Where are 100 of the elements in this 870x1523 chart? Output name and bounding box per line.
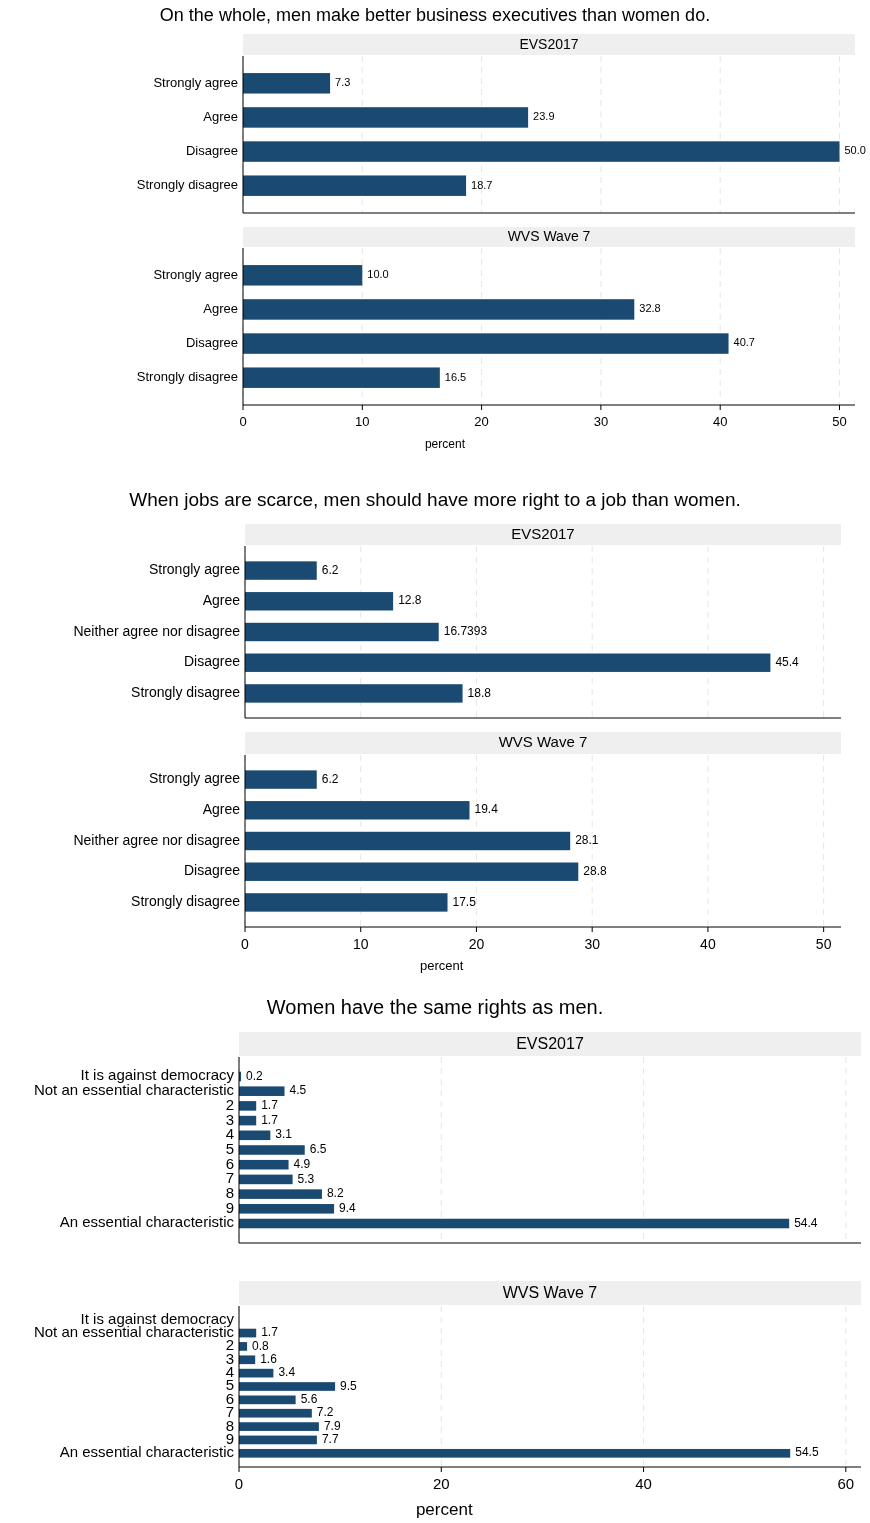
- data-label: 3.1: [275, 1127, 293, 1142]
- data-label: 4.5: [289, 1083, 307, 1098]
- data-label: 1.7: [261, 1325, 279, 1340]
- bar: [239, 1159, 289, 1170]
- bar: [239, 1145, 305, 1155]
- x-axis-title: percent: [419, 958, 464, 974]
- data-label: 3.4: [278, 1365, 296, 1380]
- y-tick-label: An essential characteristic: [59, 1443, 235, 1461]
- data-label: 12.8: [398, 593, 422, 608]
- chart-title: When jobs are scarce, men should have more right to a job than women.: [129, 489, 741, 511]
- bar: [245, 770, 317, 789]
- data-label: 8.2: [326, 1186, 344, 1201]
- bar: [239, 1355, 256, 1365]
- chart-subtitle: EVS2017: [516, 1034, 584, 1052]
- bar: [239, 1189, 322, 1199]
- x-tick-label: 50: [832, 414, 847, 430]
- y-tick-label: Strongly agree: [153, 266, 238, 282]
- bar: [239, 1204, 335, 1214]
- y-tick-label: Agree: [203, 300, 238, 316]
- y-tick-label: Strongly disagree: [131, 684, 241, 701]
- bar: [245, 653, 771, 672]
- bar: [245, 592, 394, 611]
- y-tick-label: Disagree: [183, 653, 241, 670]
- data-label: 0.2: [246, 1068, 264, 1083]
- y-tick-label: Neither agree nor disagree: [73, 831, 241, 848]
- bar: [239, 1408, 312, 1418]
- y-tick-label: Disagree: [185, 143, 238, 158]
- y-tick-label: Strongly disagree: [136, 369, 238, 385]
- data-label: 9.4: [339, 1200, 357, 1215]
- y-tick-label: An essential characteristic: [59, 1213, 235, 1231]
- data-label: 1.7: [261, 1098, 279, 1113]
- x-tick-label: 0: [234, 1474, 244, 1492]
- y-tick-label: 6: [225, 1154, 234, 1172]
- data-label: 10.0: [367, 268, 389, 281]
- data-label: 32.8: [639, 302, 661, 315]
- bar: [243, 175, 467, 196]
- y-tick-label: Agree: [202, 800, 241, 817]
- data-label: 1.7: [261, 1112, 279, 1127]
- bar: [245, 893, 448, 912]
- data-label: 16.7393: [443, 624, 488, 639]
- data-label: 16.5: [444, 370, 467, 383]
- x-tick-label: 40: [700, 935, 716, 952]
- bar: [239, 1395, 296, 1405]
- data-label: 28.1: [575, 833, 599, 848]
- bar: [239, 1174, 293, 1185]
- y-tick-label: Strongly disagree: [136, 177, 238, 193]
- y-tick-label: Neither agree nor disagree: [73, 622, 241, 639]
- bar: [239, 1448, 791, 1458]
- x-tick-label: 40: [712, 414, 728, 430]
- data-label: 4.9: [293, 1156, 311, 1171]
- chart-subtitle: WVS Wave 7: [502, 1283, 598, 1301]
- y-tick-label: Agree: [202, 591, 241, 608]
- x-tick-label: 20: [474, 414, 489, 430]
- bar: [243, 333, 729, 354]
- x-tick-label: 10: [352, 935, 369, 952]
- bar: [245, 862, 579, 881]
- y-tick-label: Strongly agree: [148, 561, 241, 578]
- chart-subtitle: WVS Wave 7: [507, 228, 591, 245]
- bar: [239, 1086, 285, 1096]
- bar: [239, 1342, 248, 1351]
- data-label: 9.5: [340, 1378, 358, 1393]
- bar: [243, 141, 840, 162]
- data-label: 45.4: [775, 654, 800, 669]
- bar: [239, 1382, 336, 1391]
- x-tick-label: 20: [432, 1474, 450, 1492]
- bar: [239, 1422, 319, 1431]
- bar: [239, 1435, 317, 1445]
- y-tick-label: 7: [225, 1169, 234, 1187]
- chart-title: On the whole, men make better business executives than women do.: [159, 4, 711, 25]
- bar: [239, 1101, 257, 1111]
- data-label: 50.0: [844, 144, 866, 157]
- data-label: 28.8: [583, 863, 607, 878]
- data-label: 5.3: [297, 1171, 315, 1186]
- chart-subtitle: EVS2017: [511, 524, 575, 542]
- data-label: 23.9: [533, 110, 555, 123]
- bar: [239, 1218, 790, 1229]
- y-tick-label: Strongly agree: [153, 74, 238, 90]
- y-tick-label: Disagree: [185, 335, 238, 350]
- x-tick-label: 20: [468, 935, 485, 952]
- x-axis-title: percent: [424, 437, 466, 452]
- x-axis-title: percent: [415, 1500, 473, 1520]
- data-label: 0.8: [252, 1338, 270, 1353]
- x-tick-label: 60: [837, 1474, 855, 1492]
- data-label: 7.7: [321, 1432, 339, 1447]
- data-label: 17.5: [452, 894, 477, 909]
- bar: [245, 561, 317, 580]
- data-label: 54.5: [795, 1445, 819, 1460]
- bar: [245, 622, 439, 642]
- x-tick-label: 30: [593, 414, 609, 430]
- x-tick-label: 30: [584, 935, 601, 952]
- x-tick-label: 0: [239, 414, 247, 430]
- data-label: 7.3: [335, 76, 351, 89]
- y-tick-label: It is against democracy: [80, 1066, 235, 1084]
- x-tick-label: 40: [635, 1474, 652, 1492]
- x-tick-label: 10: [355, 414, 370, 430]
- data-label: 6.5: [309, 1142, 327, 1157]
- chart-title: Women have the same rights as men.: [266, 996, 604, 1019]
- data-label: 6.2: [321, 771, 339, 786]
- bar: [245, 801, 470, 820]
- data-label: 7.9: [323, 1418, 341, 1433]
